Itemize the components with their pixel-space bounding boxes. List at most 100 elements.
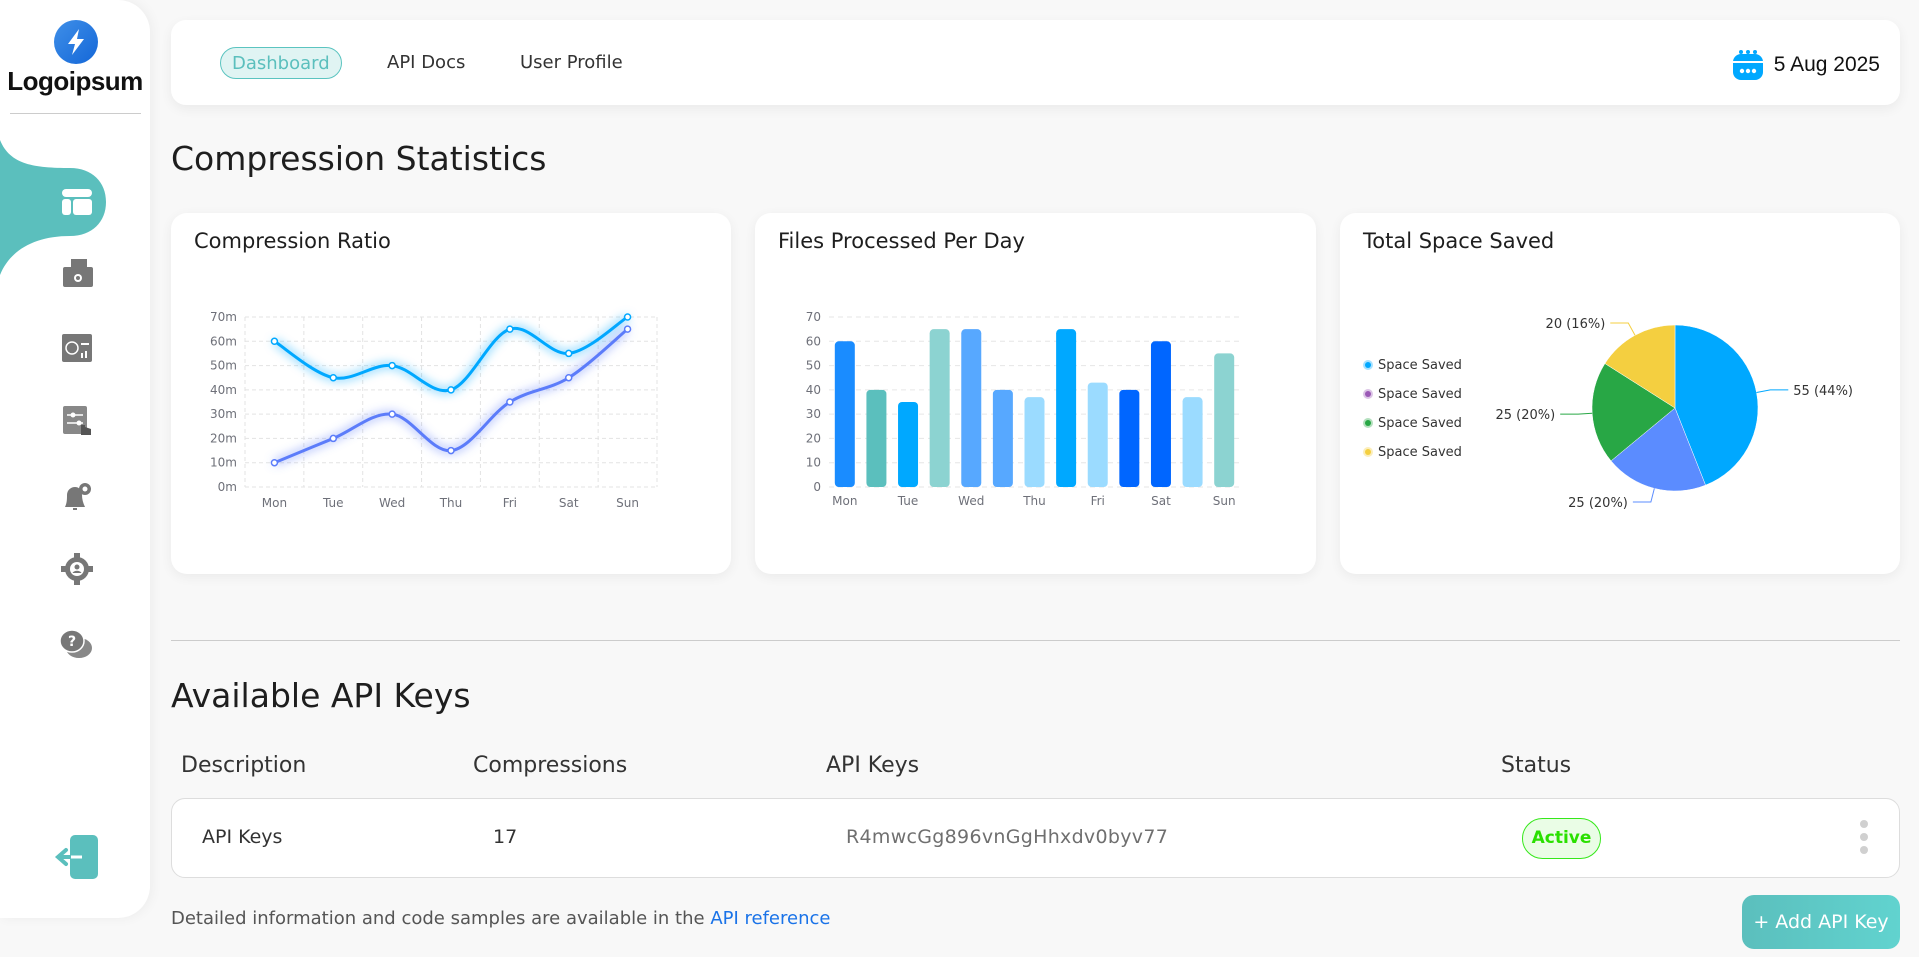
slice-label: 55 (44%): [1793, 384, 1853, 399]
label-line: [1756, 389, 1789, 393]
active-indicator: [0, 140, 106, 275]
sidebar-item-analytics[interactable]: [57, 328, 97, 368]
x-tick-label: Thu: [1022, 494, 1046, 508]
x-tick-label: Tue: [322, 496, 344, 510]
x-tick-label: Wed: [958, 494, 984, 508]
pie-chart: Space Saved Space Saved Space Saved Space S…: [1363, 317, 1853, 511]
legend-dot: [1365, 449, 1371, 455]
data-point: [447, 386, 455, 394]
footer-note: Detailed information and code samples ar…: [171, 908, 831, 929]
x-tick-label: Sun: [616, 496, 639, 510]
card-title: Compression Ratio: [194, 229, 391, 253]
add-api-key-button[interactable]: + Add API Key: [1742, 895, 1900, 949]
legend-label: Space Saved: [1378, 445, 1462, 460]
bar: [866, 389, 887, 487]
x-tick-label: Mon: [262, 496, 287, 510]
calendar-icon: [1732, 50, 1763, 80]
line-chart: 0m 10m 20m 30m 40m 50m 60m 70m Mon Tue Wed Thu Fri Sa…: [210, 310, 658, 510]
tab-api-docs[interactable]: API Docs: [387, 52, 466, 73]
more-vertical-icon[interactable]: [1856, 820, 1872, 854]
space-saved-card: Total Space Saved Space Saved Space Saved…: [1340, 213, 1900, 574]
folder-settings-icon: [63, 259, 93, 287]
data-point: [388, 410, 396, 418]
logout-button[interactable]: [54, 835, 98, 879]
bar-chart: 0 10 20 30 40 50 60 70 Mon Tue Wed Thu Fri Sat Sun: [806, 310, 1240, 508]
data-point: [623, 313, 632, 321]
legend-dot: [1365, 362, 1371, 368]
pie-slice: [1604, 324, 1676, 409]
y-tick-label: 20: [806, 431, 821, 445]
card-title: Total Space Saved: [1363, 229, 1555, 253]
x-tick-label: Mon: [832, 494, 857, 508]
data-point: [270, 337, 279, 346]
legend-label: Space Saved: [1378, 387, 1462, 402]
label-line: [1610, 322, 1636, 336]
sidebar-item-files[interactable]: [57, 253, 97, 293]
sidebar-item-controls[interactable]: [57, 402, 97, 442]
legend-label: Space Saved: [1378, 416, 1462, 431]
table-row: API Keys 17 R4mwcGg896vnGgHhxdv0byv77 Ac…: [171, 798, 1900, 878]
top-nav: Dashboard API Docs User Profile 5 Aug 20…: [171, 20, 1900, 105]
y-tick-label: 40m: [210, 383, 237, 397]
logout-icon: [54, 848, 84, 866]
notification-settings-icon: [65, 483, 91, 510]
data-point: [623, 325, 632, 333]
logo-icon: [54, 20, 98, 64]
tab-user-profile[interactable]: User Profile: [520, 52, 623, 73]
bar: [961, 329, 982, 487]
help-chat-icon: ?: [59, 629, 92, 658]
bar: [1024, 397, 1045, 487]
card-title: Files Processed Per Day: [778, 229, 1025, 253]
pie-slice: [1674, 324, 1759, 486]
bar: [1119, 389, 1140, 487]
data-point: [564, 349, 573, 358]
analytics-window-icon: [62, 334, 92, 362]
status-badge: Active: [1522, 818, 1601, 859]
row-api-key: R4mwcGg896vnGgHhxdv0byv77: [846, 826, 1169, 848]
tab-dashboard[interactable]: Dashboard: [220, 47, 342, 79]
date-display: 5 Aug 2025: [1732, 49, 1880, 81]
pie-slice: [1610, 407, 1706, 492]
api-reference-link[interactable]: API reference: [710, 908, 831, 929]
y-tick-label: 30: [806, 407, 821, 421]
legend-label: Space Saved: [1378, 358, 1462, 373]
legend-dot: [1365, 391, 1371, 397]
bar: [1182, 397, 1203, 487]
x-tick-label: Sat: [1151, 494, 1171, 508]
data-point: [564, 373, 573, 382]
bar: [992, 389, 1013, 487]
data-point: [388, 361, 396, 370]
bar: [898, 402, 919, 487]
sidebar-item-notifications[interactable]: [57, 476, 97, 516]
y-tick-label: 60: [806, 334, 821, 348]
data-point: [329, 434, 338, 443]
x-tick-label: Fri: [503, 496, 517, 510]
y-tick-label: 10: [806, 456, 821, 470]
bar: [1214, 353, 1235, 487]
bar: [1056, 329, 1077, 487]
y-tick-label: 50m: [210, 359, 237, 373]
series-line-0: [273, 315, 629, 393]
svg-text:?: ?: [68, 634, 76, 650]
sidebar-item-user-settings[interactable]: [57, 549, 97, 589]
label-line: [1560, 412, 1593, 415]
column-header-api-keys: API Keys: [826, 753, 920, 778]
x-tick-label: Tue: [897, 494, 919, 508]
x-tick-label: Sat: [559, 496, 579, 510]
bar: [929, 329, 950, 487]
dashboard-icon: [62, 189, 92, 215]
divider: [10, 113, 141, 114]
column-header-compressions: Compressions: [473, 753, 628, 778]
date-text: 5 Aug 2025: [1773, 53, 1880, 76]
user-settings-icon: [61, 553, 93, 585]
sidebar-item-dashboard[interactable]: [57, 182, 97, 222]
x-tick-label: Thu: [439, 496, 463, 510]
api-keys-title: Available API Keys: [171, 676, 471, 715]
sidebar-item-help[interactable]: ?: [57, 624, 97, 664]
series-line-1: [273, 327, 629, 465]
compression-ratio-card: Compression Ratio 0m 10m 20m 30m 40m 50m 60m 70…: [171, 213, 731, 574]
page-title: Compression Statistics: [171, 139, 547, 178]
data-point: [506, 398, 514, 406]
y-tick-label: 40: [806, 383, 821, 397]
x-tick-label: Fri: [1091, 494, 1105, 508]
